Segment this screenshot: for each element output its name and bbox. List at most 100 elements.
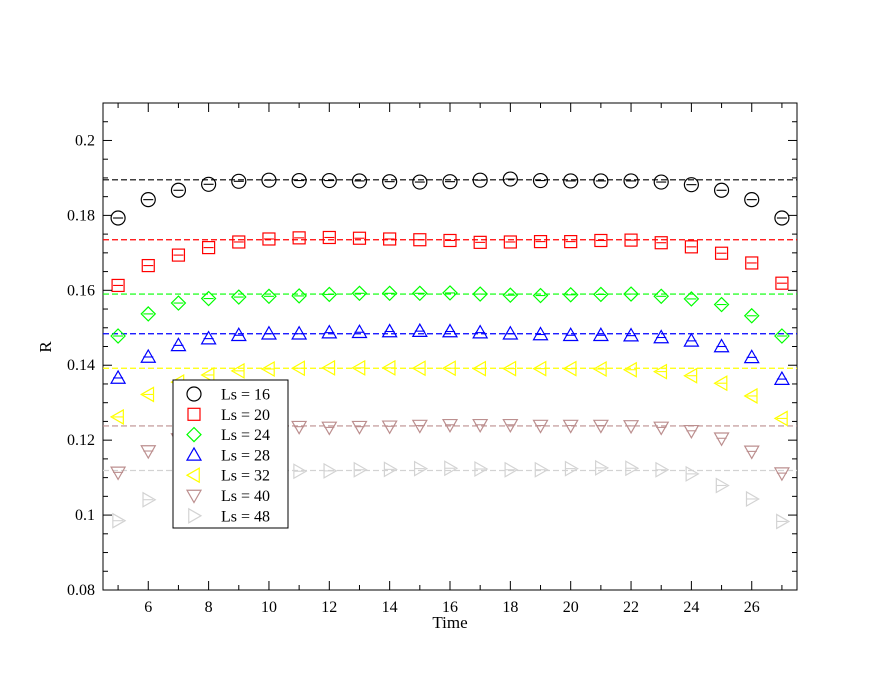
data-point-s4-19	[683, 367, 698, 384]
data-point-s2-21	[743, 307, 760, 324]
data-point-s3-10	[411, 322, 428, 337]
x-tick-label: 22	[623, 599, 639, 616]
data-point-s3-3	[200, 330, 217, 345]
data-point-s0-12	[472, 172, 488, 188]
data-point-s4-13	[502, 360, 517, 377]
legend-marker-2	[186, 426, 202, 443]
data-point-s4-12	[471, 360, 487, 377]
data-point-s5-10	[411, 419, 428, 434]
data-point-s2-0	[110, 328, 126, 344]
data-point-s6-7	[323, 462, 338, 479]
data-point-s1-19	[684, 240, 698, 254]
data-point-s3-7	[321, 324, 338, 339]
data-point-s4-11	[441, 360, 456, 377]
y-tick-label: 0.1	[75, 507, 95, 524]
data-point-s0-19	[683, 177, 699, 193]
y-tick-label: 0.18	[67, 207, 95, 224]
data-point-s6-8	[353, 461, 368, 478]
data-point-s0-16	[593, 173, 609, 189]
data-point-s0-17	[623, 173, 639, 189]
data-point-s1-14	[533, 235, 548, 249]
data-point-s3-14	[532, 326, 549, 341]
data-point-s4-17	[622, 361, 637, 378]
data-point-s4-21	[743, 387, 758, 404]
data-point-s4-4	[230, 362, 245, 379]
data-point-s2-18	[653, 288, 670, 305]
data-point-s5-8	[351, 420, 368, 435]
data-point-s6-20	[715, 477, 730, 494]
data-point-s3-4	[230, 327, 247, 342]
data-point-s6-0	[112, 512, 127, 529]
legend-label-6: Ls = 48	[221, 508, 270, 525]
data-point-s1-17	[624, 233, 638, 247]
data-point-s1-11	[443, 233, 457, 248]
data-point-s5-22	[773, 467, 790, 482]
x-tick-label: 20	[563, 599, 579, 616]
data-point-s4-9	[381, 359, 396, 376]
data-point-s1-13	[503, 235, 517, 249]
data-point-s5-20	[713, 432, 730, 447]
data-point-s2-5	[261, 288, 277, 305]
data-point-s6-15	[564, 460, 579, 477]
y-tick-label: 0.14	[67, 357, 95, 374]
data-point-s3-6	[291, 325, 308, 340]
x-tick-label: 24	[683, 599, 699, 616]
data-point-s0-10	[412, 174, 428, 190]
data-point-s2-14	[532, 287, 549, 304]
data-point-s1-21	[745, 256, 759, 270]
data-point-s3-18	[653, 329, 670, 344]
data-point-s0-6	[291, 172, 307, 189]
data-point-s1-20	[714, 246, 729, 260]
legend-marker-3	[185, 446, 203, 461]
y-tick-label: 0.12	[67, 432, 95, 449]
data-point-s4-6	[290, 360, 305, 377]
data-point-s5-7	[321, 421, 338, 436]
data-point-s5-18	[653, 421, 670, 436]
data-point-s2-19	[683, 291, 700, 307]
data-point-s5-17	[623, 420, 640, 435]
data-point-s0-20	[713, 182, 730, 198]
data-point-s5-15	[562, 419, 579, 434]
data-point-s1-10	[413, 233, 427, 247]
data-point-s1-9	[383, 232, 397, 246]
data-point-s6-1	[142, 491, 157, 508]
y-tick-label: 0.08	[67, 582, 95, 599]
data-point-s1-1	[141, 258, 155, 273]
data-point-s3-13	[502, 325, 519, 340]
legend-label-2: Ls = 24	[221, 427, 270, 444]
data-point-s3-16	[592, 327, 609, 342]
data-point-s1-15	[564, 235, 578, 249]
data-point-s0-4	[231, 173, 247, 189]
data-point-s5-16	[592, 419, 609, 434]
data-point-s2-7	[321, 286, 338, 303]
legend-marker-1	[187, 407, 201, 421]
data-point-s2-13	[502, 287, 519, 304]
data-point-s3-20	[713, 338, 730, 353]
data-point-s3-9	[381, 323, 398, 338]
data-point-s4-14	[532, 360, 547, 377]
data-point-s0-7	[321, 172, 337, 189]
data-point-s5-6	[291, 420, 308, 435]
data-point-s3-19	[683, 332, 700, 347]
legend-label-3: Ls = 28	[221, 447, 270, 464]
data-point-s6-17	[625, 460, 640, 477]
data-point-s2-12	[472, 286, 489, 302]
legend-marker-5	[185, 489, 203, 504]
data-point-s1-22	[775, 276, 789, 290]
x-axis: 6 8 10 12 14 16 18 20 22 24 26	[117, 103, 783, 616]
data-point-s1-7	[322, 230, 336, 245]
data-point-s1-18	[654, 236, 668, 250]
data-point-s5-1	[140, 445, 157, 460]
data-point-s4-5	[260, 360, 275, 378]
data-point-s0-13	[502, 171, 518, 187]
y-tick-label: 0.16	[67, 282, 95, 299]
x-tick-label: 14	[382, 599, 398, 616]
data-point-s0-2	[170, 182, 187, 198]
data-point-s6-10	[413, 460, 429, 477]
data-point-s4-8	[351, 359, 366, 376]
data-point-s3-12	[472, 324, 489, 339]
x-tick-label: 12	[321, 599, 337, 616]
data-point-s4-22	[773, 410, 788, 427]
data-point-s6-22	[776, 513, 791, 530]
